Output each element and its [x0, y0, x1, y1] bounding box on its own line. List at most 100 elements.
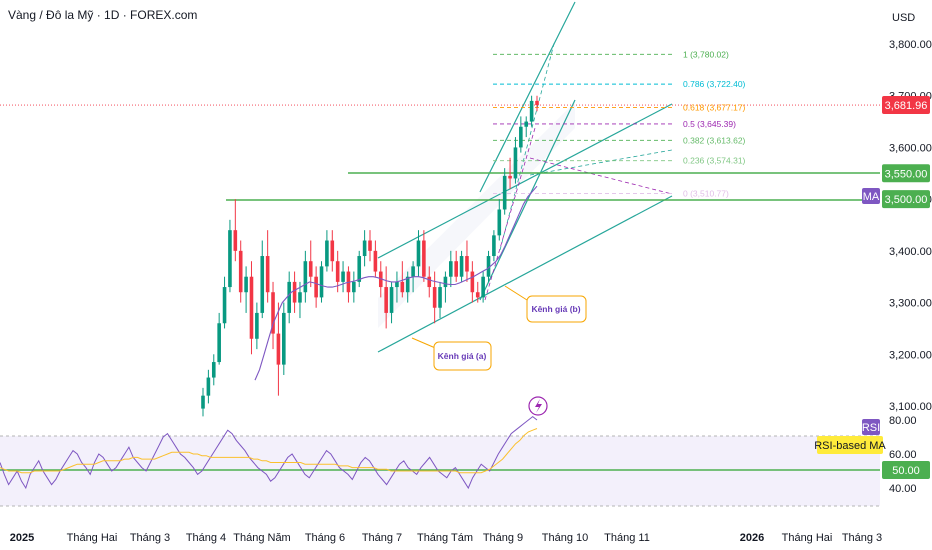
- callout-b-pointer: [504, 285, 528, 301]
- rsi-tick-label: 40.00: [889, 483, 917, 495]
- candle-body: [233, 230, 238, 251]
- candle-body: [228, 230, 232, 288]
- candle-body: [217, 323, 221, 363]
- candle-body: [519, 126, 523, 148]
- candle-body: [389, 287, 394, 313]
- price-tick-label: 3,400.00: [889, 246, 932, 258]
- fib-level-label: 0.786 (3,722.40): [683, 79, 746, 89]
- rsi-ma-tag: RSI-based MA: [814, 440, 886, 452]
- time-tick-label: Tháng Năm: [233, 532, 290, 544]
- currency-label: USD: [892, 12, 915, 24]
- candle-body: [287, 281, 291, 313]
- candle-body: [238, 250, 243, 293]
- fib-trend-line: [529, 157, 673, 195]
- candle-body: [405, 276, 410, 293]
- fibonacci-levels: 1 (3,780.02) 0.786 (3,722.40) 0.618 (3,677…: [493, 49, 746, 199]
- candle-body: [513, 147, 518, 179]
- candle-body: [443, 276, 448, 288]
- candle-body: [276, 333, 281, 365]
- candle-body: [201, 395, 205, 409]
- price-tag: 3,500.00: [885, 194, 928, 206]
- callout-b-box[interactable]: [526, 295, 587, 323]
- candle-body: [308, 261, 313, 277]
- candle-body: [271, 292, 275, 334]
- price-tag-bg: [882, 96, 930, 115]
- candle-body: [314, 276, 318, 298]
- candle-body: [249, 276, 254, 339]
- candle-body: [492, 235, 496, 257]
- fib-level-label: 0 (3,510.77): [683, 189, 729, 199]
- rsi-line: [0, 415, 538, 490]
- candle-body: [422, 240, 426, 277]
- candle-body: [411, 266, 415, 277]
- candle-body: [362, 240, 367, 257]
- fib-trend-line-2: [484, 127, 536, 301]
- candle-body: [357, 256, 362, 282]
- candle-body: [260, 256, 265, 313]
- fib-level-label: 0.382 (3,613.62): [683, 135, 746, 145]
- candle-body: [481, 276, 485, 298]
- time-tick-label: Tháng 9: [483, 532, 523, 544]
- time-tick-label: Tháng 3: [842, 532, 882, 544]
- candle-body: [319, 266, 324, 298]
- candle-body: [535, 100, 539, 106]
- candle-body: [335, 261, 340, 282]
- callout-a-label: Kênh giá (a): [438, 351, 487, 361]
- candle-body: [459, 256, 464, 277]
- candle-body: [244, 276, 248, 293]
- fib-level-label: 1 (3,780.02): [683, 49, 729, 59]
- time-axis[interactable]: 2025 Tháng Hai Tháng 3 Tháng 4 Tháng Năm Thán…: [10, 532, 882, 544]
- price-tick-label: 3,600.00: [889, 142, 932, 154]
- rsi-ma-tag-bg: [817, 436, 883, 454]
- time-tick-label: Tháng 11: [604, 532, 650, 544]
- candle-body: [427, 276, 432, 288]
- price-tick-label: 3,200.00: [889, 349, 932, 361]
- price-axis[interactable]: 3,800.003,700.003,600.003,500.003,400.00…: [889, 39, 932, 413]
- price-tag-bg: [882, 164, 930, 183]
- callout-b-label: Kênh giá (b): [531, 304, 580, 314]
- callout-a-box[interactable]: [433, 341, 492, 371]
- candle-body: [298, 292, 302, 303]
- channel-a-mid: [529, 149, 673, 176]
- candle-body: [384, 287, 388, 313]
- candle-body: [282, 312, 286, 365]
- candle-body: [368, 240, 372, 251]
- candle-body: [502, 175, 507, 210]
- price-tag: 3,550.00: [885, 168, 928, 180]
- rsi-tick-label: 60.00: [889, 449, 917, 461]
- time-tick-label: Tháng 7: [362, 532, 402, 544]
- candle-body: [395, 281, 399, 288]
- time-tick-label: 2025: [10, 532, 34, 544]
- rsi-level-tag: 50.00: [892, 465, 920, 477]
- price-tags: 3,681.96 3,550.00 3,500.00 MA RSI RSI-based M…: [814, 96, 930, 479]
- fib-level-label: 0.5 (3,645.39): [683, 119, 736, 129]
- time-tick-label: Tháng 6: [305, 532, 345, 544]
- candle-body: [400, 281, 405, 293]
- time-tick-label: Tháng Hai: [67, 532, 118, 544]
- candle-body: [206, 377, 211, 396]
- fib-level-label: 0.236 (3,574.31): [683, 156, 746, 166]
- rsi-tag: RSI: [862, 422, 880, 434]
- candle-body: [486, 256, 491, 277]
- ma-tag: MA: [863, 191, 880, 203]
- candle-body: [470, 271, 475, 293]
- time-tick-label: Tháng 4: [186, 532, 226, 544]
- channel-a-upper: [377, 103, 673, 259]
- moving-average-line: [254, 185, 538, 381]
- candle-body: [416, 240, 421, 267]
- candle-body: [265, 256, 270, 293]
- rsi-tick-label: 80.00: [889, 415, 917, 427]
- candle-body: [222, 287, 227, 324]
- price-tick-label: 3,100.00: [889, 401, 932, 413]
- candle-body: [475, 292, 480, 298]
- candle-body: [438, 287, 442, 308]
- price-tick-label: 3,300.00: [889, 298, 932, 310]
- candle-body: [508, 175, 512, 179]
- time-tick-label: Tháng Tám: [417, 532, 473, 544]
- lightning-glyph-icon: [535, 399, 542, 413]
- candle-body: [454, 261, 458, 277]
- candle-body: [303, 261, 308, 293]
- price-tag-bg: [882, 190, 930, 209]
